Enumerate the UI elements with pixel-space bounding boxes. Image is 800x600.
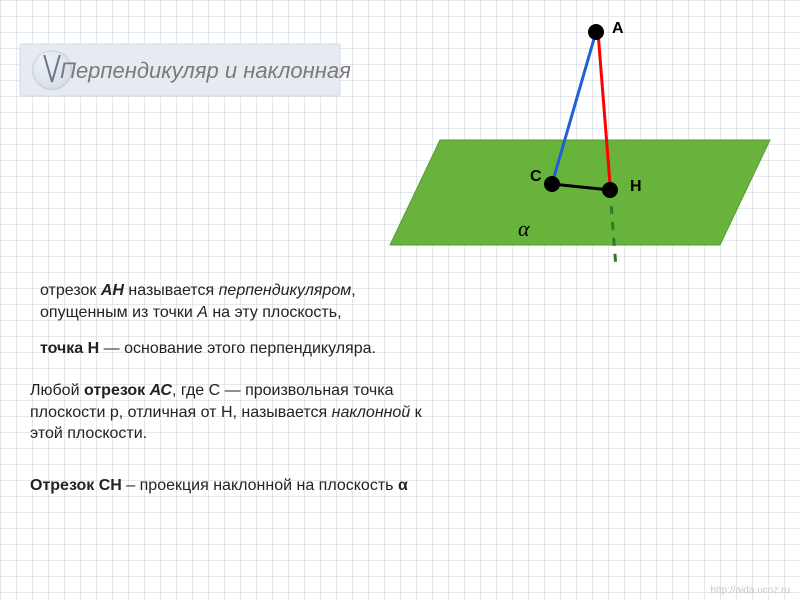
label-C: С — [530, 168, 542, 186]
label-alpha: α — [518, 216, 530, 242]
slide: Перпендикуляр и наклонная А С Н α отрезо… — [0, 0, 800, 600]
slide-title: Перпендикуляр и наклонная — [60, 58, 351, 84]
para-4: Отрезок СН – проекция наклонной на плоск… — [30, 475, 530, 497]
para-2: точка Н — основание этого перпендикуляра… — [40, 338, 460, 360]
label-H: Н — [630, 178, 642, 196]
label-A: А — [612, 20, 624, 38]
para-1: отрезок АН называется перпендикуляром, о… — [40, 280, 420, 323]
footer-url: http://aida.ucoz.ru — [711, 585, 791, 596]
para-3: Любой отрезок АС, где С — произвольная т… — [30, 380, 430, 445]
